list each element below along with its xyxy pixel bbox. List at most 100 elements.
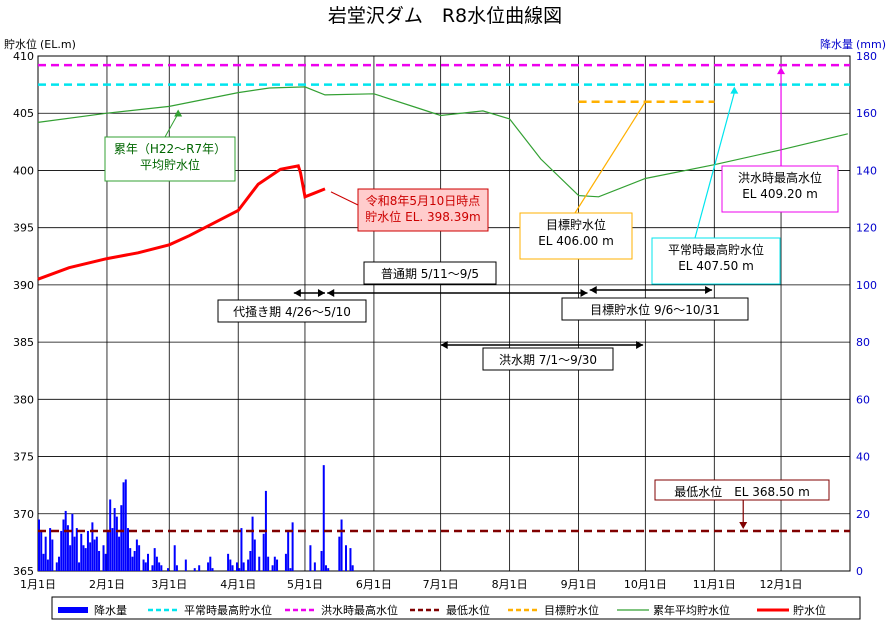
average-label: 累年（H22～R7年）平均貯水位 xyxy=(104,136,236,182)
period-label: 代掻き期 4/26～5/10 xyxy=(217,299,367,323)
period-label-box xyxy=(482,347,614,371)
rainfall-bar xyxy=(309,545,312,571)
rainfall-bar xyxy=(287,530,290,571)
period-label: 目標貯水位 9/6～10/31 xyxy=(561,297,749,321)
rainfall-bar xyxy=(155,556,158,571)
legend-label: 平常時最高貯水位 xyxy=(184,603,272,617)
rainfall-bar xyxy=(209,556,212,571)
rainfall-bar xyxy=(133,550,136,571)
y-right-label: 降水量 (mm) xyxy=(820,37,886,51)
y-right-tick-label: 120 xyxy=(856,222,877,235)
y-right-label-text: 降水量 xyxy=(820,37,853,51)
period-label-box xyxy=(561,297,749,321)
flood-max-label-box xyxy=(721,165,839,213)
rainfall-bar xyxy=(102,545,105,571)
period-arrow-right xyxy=(317,289,325,297)
rainfall-bar xyxy=(64,510,67,571)
rainfall-bar xyxy=(167,568,170,571)
rainfall-bars xyxy=(38,465,354,571)
rainfall-bar xyxy=(75,528,78,571)
rainfall-bar xyxy=(175,565,178,571)
rainfall-bar xyxy=(251,516,254,571)
rainfall-bar xyxy=(184,559,187,571)
y-right-tick-label: 0 xyxy=(856,565,863,578)
rainfall-bar xyxy=(71,513,74,571)
minimum-label-box xyxy=(654,479,830,501)
legend-box xyxy=(51,596,861,620)
period-arrow-right xyxy=(705,286,713,294)
rainfall-bar xyxy=(338,536,341,571)
average-arrow xyxy=(174,109,183,117)
rainfall-bar xyxy=(126,528,129,571)
period-arrow-left xyxy=(440,341,448,349)
rainfall-bar xyxy=(106,530,109,571)
legend-label: 累年平均貯水位 xyxy=(653,603,730,617)
rainfall-bar xyxy=(253,539,256,571)
rainfall-bar xyxy=(324,565,327,571)
rainfall-bar xyxy=(95,536,98,571)
minimum-arrow xyxy=(739,521,748,529)
x-tick-label: 10月1日 xyxy=(624,578,667,591)
rainfall-bar xyxy=(249,550,252,571)
x-tick-label: 5月1日 xyxy=(287,578,323,591)
rainfall-bar xyxy=(193,568,196,571)
target-label-text: 目標貯水位 xyxy=(546,217,606,232)
rainfall-bar xyxy=(291,522,294,571)
rainfall-bar xyxy=(147,553,150,571)
x-tick-label: 11月1日 xyxy=(693,578,736,591)
current-label-text: 貯水位 EL. 398.39m xyxy=(365,209,480,224)
rainfall-bar xyxy=(84,548,87,571)
rainfall-bar xyxy=(98,550,101,571)
rainfall-bar xyxy=(351,565,354,571)
rainfall-bar xyxy=(60,530,63,571)
rainfall-bar xyxy=(227,553,230,571)
rainfall-bar xyxy=(158,562,161,571)
period-arrow-left xyxy=(293,289,301,297)
rainfall-bar xyxy=(93,539,96,571)
target-label-box xyxy=(519,212,633,260)
x-tick-label: 2月1日 xyxy=(89,578,125,591)
rainfall-bar xyxy=(258,556,261,571)
series-line-貯水位 xyxy=(37,164,326,281)
normal-max-label-text: 平常時最高貯水位 xyxy=(668,242,764,257)
target-label-text: EL 406.00 m xyxy=(538,234,614,248)
minimum-label: 最低水位 EL 368.50 m xyxy=(654,479,830,501)
legend: 降水量 平常時最高貯水位 洪水時最高水位 最低水位 目標貯水位 累年平均貯水位 貯水位 xyxy=(51,596,861,620)
flood-max-arrow xyxy=(777,67,786,75)
rainfall-bar xyxy=(120,505,123,571)
rainfall-bar xyxy=(173,545,176,571)
rainfall-bar xyxy=(113,508,116,571)
rainfall-bar xyxy=(40,530,43,571)
rainfall-bar xyxy=(118,536,121,571)
y-right-tick-label: 180 xyxy=(856,50,877,63)
rainfall-bar xyxy=(247,559,250,571)
rainfall-bar xyxy=(276,559,279,571)
y-left-tick-label: 365 xyxy=(13,565,34,578)
y-left-label-text: 貯水位 xyxy=(4,37,37,51)
x-tick-label: 8月1日 xyxy=(492,578,528,591)
y-left-label: 貯水位 (EL.m) xyxy=(4,37,76,51)
average-leader xyxy=(164,113,179,138)
period-arrow-left xyxy=(327,289,335,297)
period-label-text: 洪水期 7/1～9/30 xyxy=(499,353,597,367)
normal-max-arrow xyxy=(730,86,739,94)
y-right-tick-label: 100 xyxy=(856,279,877,292)
chart-title: 岩堂沢ダム R8水位曲線図 xyxy=(328,5,562,27)
rainfall-bar xyxy=(211,568,214,571)
target-leader xyxy=(574,101,646,214)
rainfall-bar xyxy=(327,568,330,571)
legend-label: 最低水位 xyxy=(446,603,490,617)
flood-max-label-text: EL 409.20 m xyxy=(742,187,818,201)
period-arrow-right xyxy=(636,341,644,349)
period-label: 普通期 5/11～9/5 xyxy=(363,261,497,285)
period-arrow-right xyxy=(580,289,588,297)
x-tick-label: 6月1日 xyxy=(356,578,392,591)
period-label-box xyxy=(363,261,497,285)
normal-max-label: 平常時最高貯水位 EL 407.50 m xyxy=(651,237,781,285)
normal-max-label-text: EL 407.50 m xyxy=(678,259,754,273)
rainfall-bar xyxy=(142,559,145,571)
rainfall-bar xyxy=(51,539,54,571)
legend-swatch xyxy=(58,607,88,613)
